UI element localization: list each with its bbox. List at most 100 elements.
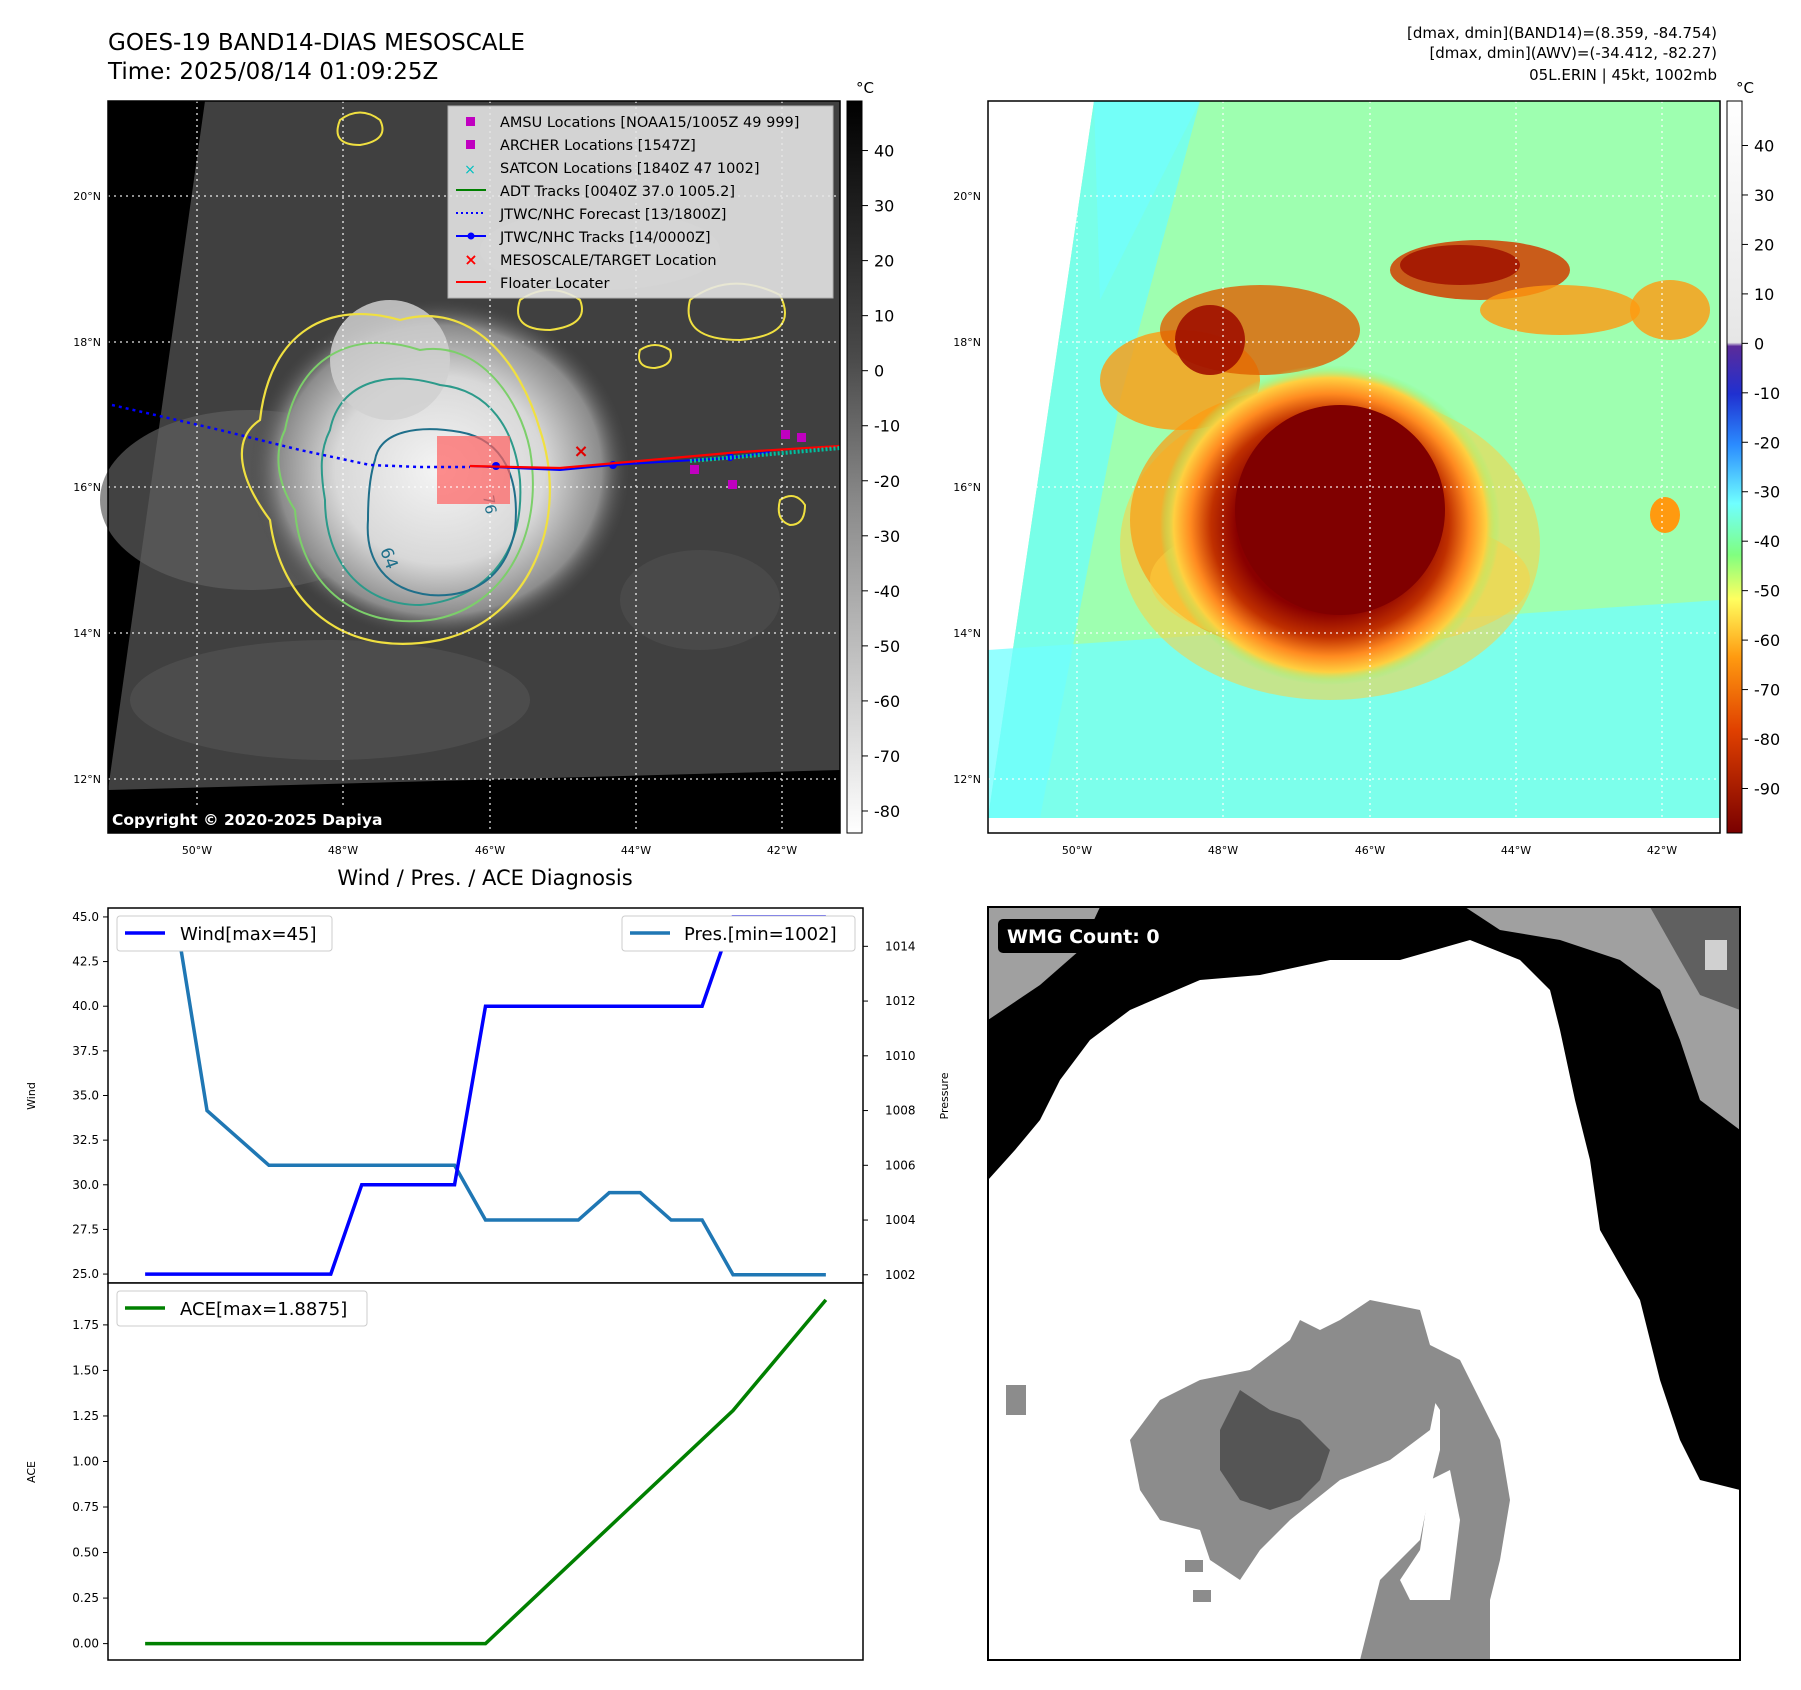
wmg-count-label: WMG Count: 0 xyxy=(1007,926,1160,948)
awv-gridlines xyxy=(988,101,1720,833)
pressure-tick-label: 1012 xyxy=(885,994,916,1008)
awv-lat-label-12n: 12°N xyxy=(953,773,981,786)
awv-lon-label-42w: 42°W xyxy=(1647,844,1677,857)
awv-colorbar-tick-label: -60 xyxy=(1754,631,1780,650)
awv-lon-label-48w: 48°W xyxy=(1208,844,1238,857)
ace-series-line xyxy=(145,1298,828,1646)
figure-time: Time: 2025/08/14 01:09:25Z xyxy=(107,59,438,85)
ace-tick-label: 0.75 xyxy=(72,1500,99,1514)
pressure-series-line xyxy=(145,917,826,1277)
awv-colorbar-tick-label: 0 xyxy=(1754,334,1764,353)
awv-colorbar-tick-label: -40 xyxy=(1754,532,1780,551)
wind-tick-label: 35.0 xyxy=(72,1089,99,1103)
pressure-legend: Pres.[min=1002] xyxy=(621,915,856,952)
ace-chart: 1.75 1.50 1.25 1.00 0.75 0.50 0.25 0.00 ACE ACE… xyxy=(25,1282,864,1661)
ir-colorbar-tick-label: -50 xyxy=(874,637,900,656)
awv-lat-label-18n: 18°N xyxy=(953,336,981,349)
info-band14: [dmax, dmin](BAND14)=(8.359, -84.754) xyxy=(1407,24,1717,42)
ir-colorbar: °C 40 30 20 10 0 -10 -20 -30 -40 -50 -60 -70 -80 xyxy=(846,79,900,834)
ir-colorbar-tick-label: 30 xyxy=(874,197,894,216)
awv-lon-label-44w: 44°W xyxy=(1501,844,1531,857)
ir-colorbar-tick-label: -80 xyxy=(874,802,900,821)
awv-map-panel xyxy=(987,100,1721,834)
ace-tick-label: 1.50 xyxy=(72,1363,99,1377)
awv-lon-label-50w: 50°W xyxy=(1062,844,1092,857)
info-storm: 05L.ERIN | 45kt, 1002mb xyxy=(1529,66,1717,84)
ace-tick-label: 0.50 xyxy=(72,1546,99,1560)
ace-tick-label: 0.25 xyxy=(72,1591,99,1605)
ace-tick-label: 1.75 xyxy=(72,1318,99,1332)
lon-label-42w: 42°W xyxy=(767,844,797,857)
ir-colorbar-tick-label: -60 xyxy=(874,692,900,711)
ir-colorbar-tick-label: -30 xyxy=(874,527,900,546)
legend-target: MESOSCALE/TARGET Location xyxy=(500,253,717,269)
awv-lat-labels: 20°N 18°N 16°N 14°N 12°N xyxy=(953,190,981,786)
legend-satcon: SATCON Locations [1840Z 47 1002] xyxy=(500,161,759,177)
wind-legend: Wind[max=45] xyxy=(116,915,333,952)
legend-archer: ARCHER Locations [1547Z] xyxy=(500,138,696,154)
lat-label-12n: 12°N xyxy=(73,773,101,786)
ir-legend: AMSU Locations [NOAA15/1005Z 49 999] ARC… xyxy=(447,105,834,299)
lat-label-20n: 20°N xyxy=(73,190,101,203)
awv-colorbar-unit: °C xyxy=(1736,79,1754,97)
legend-forecast: JTWC/NHC Forecast [13/1800Z] xyxy=(499,207,726,223)
wind-tick-label: 45.0 xyxy=(72,910,99,924)
awv-lat-label-14n: 14°N xyxy=(953,627,981,640)
ace-tick-label: 0.00 xyxy=(72,1637,99,1651)
legend-target-icon: × xyxy=(464,250,477,269)
wind-tick-label: 37.5 xyxy=(72,1044,99,1058)
pressure-legend-label: Pres.[min=1002] xyxy=(684,924,837,945)
wind-tick-label: 25.0 xyxy=(72,1267,99,1281)
ir-colorbar-tick-label: -20 xyxy=(874,472,900,491)
pressure-tick-label: 1006 xyxy=(885,1158,916,1172)
lon-label-50w: 50°W xyxy=(182,844,212,857)
ir-colorbar-tick-label: 40 xyxy=(874,142,894,161)
wind-tick-label: 40.0 xyxy=(72,999,99,1013)
legend-tracks: JTWC/NHC Tracks [14/0000Z] xyxy=(499,230,711,246)
legend-floater: Floater Locater xyxy=(500,276,609,292)
awv-lon-labels: 50°W 48°W 46°W 44°W 42°W xyxy=(1062,844,1677,857)
wind-series-line xyxy=(145,915,826,1276)
lon-label-44w: 44°W xyxy=(621,844,651,857)
target-marker-icon: × xyxy=(573,441,588,462)
ace-tick-label: 1.25 xyxy=(72,1409,99,1423)
wind-axis-label: Wind xyxy=(25,1082,38,1110)
pressure-tick-label: 1014 xyxy=(885,939,916,953)
awv-colorbar-tick-label: 20 xyxy=(1754,235,1774,254)
wind-tick-label: 42.5 xyxy=(72,955,99,969)
ir-colorbar-tick-label: 0 xyxy=(874,362,884,381)
lon-label-48w: 48°W xyxy=(328,844,358,857)
ir-lat-labels: 20°N 18°N 16°N 14°N 12°N xyxy=(73,190,101,786)
awv-lon-label-46w: 46°W xyxy=(1355,844,1385,857)
pressure-tick-label: 1004 xyxy=(885,1213,916,1227)
ace-legend: ACE[max=1.8875] xyxy=(116,1290,368,1327)
awv-colorbar-tick-label: 10 xyxy=(1754,285,1774,304)
awv-colorbar: °C 40 30 20 10 0 -10 -20 -30 -40 -50 -60 -70 -80 -90 xyxy=(1726,79,1780,834)
awv-colorbar-tick-label: -30 xyxy=(1754,483,1780,502)
pressure-tick-label: 1008 xyxy=(885,1104,916,1118)
ace-tick-label: 1.00 xyxy=(72,1454,99,1468)
ace-axis-label: ACE xyxy=(25,1461,38,1483)
awv-colorbar-tick-label: -20 xyxy=(1754,433,1780,452)
wmg-panel: WMG Count: 0 xyxy=(987,906,1741,1661)
awv-colorbar-tick-label: -70 xyxy=(1754,681,1780,700)
legend-adt: ADT Tracks [0040Z 37.0 1005.2] xyxy=(500,184,735,200)
awv-colorbar-tick-label: 30 xyxy=(1754,186,1774,205)
satcon-marker-icon: × xyxy=(464,162,476,178)
ir-colorbar-tick-label: 20 xyxy=(874,252,894,271)
awv-lat-label-20n: 20°N xyxy=(953,190,981,203)
awv-colorbar-tick-label: -10 xyxy=(1754,384,1780,403)
wind-tick-label: 30.0 xyxy=(72,1178,99,1192)
awv-colorbar-tick-label: -90 xyxy=(1754,779,1780,798)
ir-colorbar-tick-label: -40 xyxy=(874,582,900,601)
lon-label-46w: 46°W xyxy=(475,844,505,857)
lat-label-14n: 14°N xyxy=(73,627,101,640)
ace-legend-label: ACE[max=1.8875] xyxy=(180,1299,347,1320)
diagnosis-title: Wind / Pres. / ACE Diagnosis xyxy=(337,866,632,890)
awv-lat-label-16n: 16°N xyxy=(953,481,981,494)
ir-map-panel: 64 76 xyxy=(100,100,841,834)
pressure-tick-label: 1010 xyxy=(885,1049,916,1063)
legend-amsu: AMSU Locations [NOAA15/1005Z 49 999] xyxy=(500,115,799,131)
awv-colorbar-tick-label: -80 xyxy=(1754,730,1780,749)
